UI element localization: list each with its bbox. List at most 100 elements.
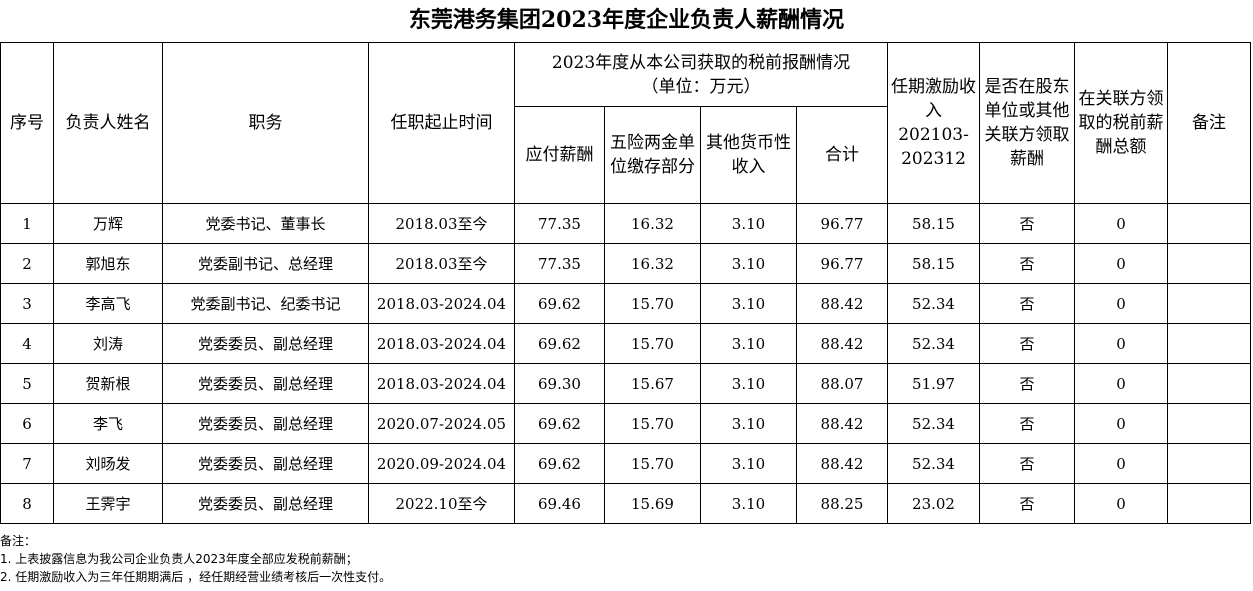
cell-total: 88.42 <box>795 283 889 324</box>
cell-position: 党委委员、副总经理 <box>162 403 369 444</box>
cell-insurance: 15.70 <box>604 403 701 444</box>
cell-related-party: 0 <box>1074 323 1169 364</box>
cell-shareholder: 否 <box>979 443 1076 484</box>
cell-salary: 69.62 <box>514 283 605 324</box>
header-incentive: 任期激励收入 202103-202312 <box>887 42 981 204</box>
cell-salary: 69.30 <box>514 363 605 404</box>
cell-position: 党委委员、副总经理 <box>162 323 369 364</box>
cell-shareholder: 否 <box>979 243 1076 284</box>
header-related-party: 在关联方领取的税前薪酬总额 <box>1074 42 1169 204</box>
cell-shareholder: 否 <box>979 283 1076 324</box>
cell-related-party: 0 <box>1074 363 1169 404</box>
cell-related-party: 0 <box>1074 483 1169 524</box>
cell-seq: 7 <box>0 443 54 484</box>
cell-total: 88.42 <box>795 403 889 444</box>
table-row: 4 刘涛 党委委员、副总经理 2018.03-2024.04 69.62 15.70 3.1… <box>0 323 1252 364</box>
cell-seq: 8 <box>0 483 54 524</box>
cell-remarks <box>1167 203 1252 244</box>
cell-seq: 3 <box>0 283 54 324</box>
cell-insurance: 16.32 <box>604 243 701 284</box>
cell-seq: 5 <box>0 363 54 404</box>
header-tenure: 任职起止时间 <box>368 42 515 204</box>
header-position: 职务 <box>162 42 369 204</box>
cell-incentive: 52.34 <box>887 443 981 484</box>
cell-tenure: 2020.09-2024.04 <box>368 443 515 484</box>
cell-remarks <box>1167 323 1252 364</box>
cell-other-income: 3.10 <box>700 403 797 444</box>
note-item-2: 2. 任期激励收入为三年任期期满后 ，经任期经营业绩考核后一次性支付。 <box>0 570 392 584</box>
cell-tenure: 2020.07-2024.05 <box>368 403 515 444</box>
cell-name: 郭旭东 <box>53 243 163 284</box>
cell-tenure: 2018.03至今 <box>368 243 515 284</box>
cell-other-income: 3.10 <box>700 203 797 244</box>
cell-incentive: 23.02 <box>887 483 981 524</box>
cell-total: 96.77 <box>795 243 889 284</box>
cell-other-income: 3.10 <box>700 483 797 524</box>
header-insurance: 五险两金单位缴存部分 <box>604 106 701 204</box>
cell-incentive: 58.15 <box>887 243 981 284</box>
cell-other-income: 3.10 <box>700 323 797 364</box>
cell-seq: 6 <box>0 403 54 444</box>
cell-remarks <box>1167 403 1252 444</box>
cell-related-party: 0 <box>1074 243 1169 284</box>
cell-related-party: 0 <box>1074 203 1169 244</box>
cell-salary: 69.62 <box>514 443 605 484</box>
cell-related-party: 0 <box>1074 283 1169 324</box>
cell-incentive: 58.15 <box>887 203 981 244</box>
cell-remarks <box>1167 443 1252 484</box>
header-pretax-group-title: 2023年度从本公司获取的税前报酬情况 <box>551 52 851 73</box>
cell-position: 党委委员、副总经理 <box>162 483 369 524</box>
cell-other-income: 3.10 <box>700 283 797 324</box>
cell-insurance: 15.70 <box>604 443 701 484</box>
cell-remarks <box>1167 283 1252 324</box>
notes-heading: 备注： <box>0 534 37 548</box>
header-incentive-period: 202103-202312 <box>898 125 969 169</box>
table-header: 序号 负责人姓名 职务 任职起止时间 2023年度从本公司获取的税前报酬情况 （… <box>0 42 1252 204</box>
header-remarks: 备注 <box>1167 42 1252 204</box>
cell-total: 96.77 <box>795 203 889 244</box>
cell-salary: 77.35 <box>514 243 605 284</box>
notes: 备注： 1. 上表披露信息为我公司企业负责人2023年度全部应发税前薪酬； 2.… <box>0 532 391 586</box>
cell-seq: 4 <box>0 323 54 364</box>
cell-shareholder: 否 <box>979 403 1076 444</box>
header-other-income: 其他货币性收入 <box>700 106 797 204</box>
table-row: 2 郭旭东 党委副书记、总经理 2018.03至今 77.35 16.32 3.10 96.7… <box>0 243 1252 284</box>
cell-position: 党委副书记、纪委书记 <box>162 283 369 324</box>
cell-total: 88.42 <box>795 443 889 484</box>
table-row: 1 万辉 党委书记、董事长 2018.03至今 77.35 16.32 3.10 96.77 5… <box>0 203 1252 244</box>
cell-shareholder: 否 <box>979 323 1076 364</box>
cell-shareholder: 否 <box>979 363 1076 404</box>
cell-total: 88.07 <box>795 363 889 404</box>
note-item-1: 1. 上表披露信息为我公司企业负责人2023年度全部应发税前薪酬； <box>0 552 358 566</box>
cell-insurance: 15.70 <box>604 323 701 364</box>
cell-tenure: 2018.03-2024.04 <box>368 283 515 324</box>
cell-salary: 69.62 <box>514 323 605 364</box>
cell-remarks <box>1167 243 1252 284</box>
cell-related-party: 0 <box>1074 443 1169 484</box>
cell-insurance: 15.70 <box>604 283 701 324</box>
cell-related-party: 0 <box>1074 403 1169 444</box>
table-row: 8 王霁宇 党委委员、副总经理 2022.10至今 69.46 15.69 3.10 88.2… <box>0 483 1252 524</box>
cell-name: 王霁宇 <box>53 483 163 524</box>
cell-other-income: 3.10 <box>700 443 797 484</box>
cell-incentive: 52.34 <box>887 403 981 444</box>
header-name: 负责人姓名 <box>53 42 163 204</box>
header-salary: 应付薪酬 <box>514 106 605 204</box>
cell-shareholder: 否 <box>979 203 1076 244</box>
table-row: 3 李高飞 党委副书记、纪委书记 2018.03-2024.04 69.62 15.70 3… <box>0 283 1252 324</box>
cell-salary: 69.46 <box>514 483 605 524</box>
cell-salary: 77.35 <box>514 203 605 244</box>
cell-insurance: 16.32 <box>604 203 701 244</box>
cell-remarks <box>1167 483 1252 524</box>
table-row: 7 刘旸发 党委委员、副总经理 2020.09-2024.04 69.62 15.70 3.… <box>0 443 1252 484</box>
table-row: 6 李飞 党委委员、副总经理 2020.07-2024.05 69.62 15.70 3.1… <box>0 403 1252 444</box>
cell-name: 万辉 <box>53 203 163 244</box>
cell-remarks <box>1167 363 1252 404</box>
cell-incentive: 51.97 <box>887 363 981 404</box>
cell-total: 88.25 <box>795 483 889 524</box>
cell-other-income: 3.10 <box>700 243 797 284</box>
cell-seq: 1 <box>0 203 54 244</box>
cell-name: 刘旸发 <box>53 443 163 484</box>
cell-seq: 2 <box>0 243 54 284</box>
cell-shareholder: 否 <box>979 483 1076 524</box>
